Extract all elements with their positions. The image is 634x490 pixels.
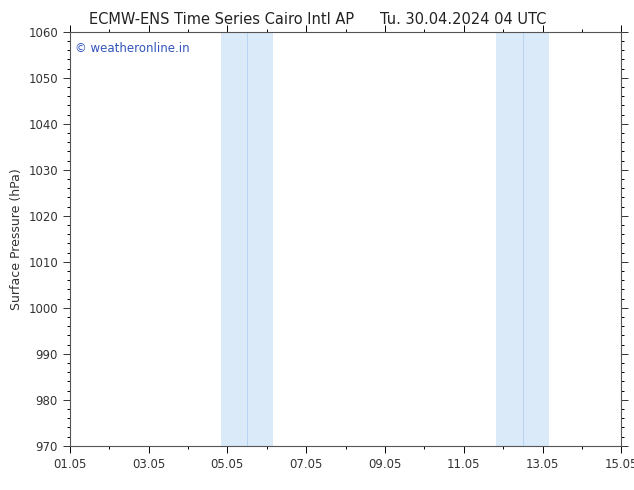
- Bar: [496, 32, 523, 446]
- Bar: [221, 32, 247, 446]
- Text: © weatheronline.in: © weatheronline.in: [75, 42, 190, 55]
- Text: ECMW-ENS Time Series Cairo Intl AP: ECMW-ENS Time Series Cairo Intl AP: [89, 12, 354, 27]
- Text: Tu. 30.04.2024 04 UTC: Tu. 30.04.2024 04 UTC: [380, 12, 546, 27]
- Bar: [523, 32, 549, 446]
- Y-axis label: Surface Pressure (hPa): Surface Pressure (hPa): [10, 168, 23, 310]
- Bar: [247, 32, 273, 446]
